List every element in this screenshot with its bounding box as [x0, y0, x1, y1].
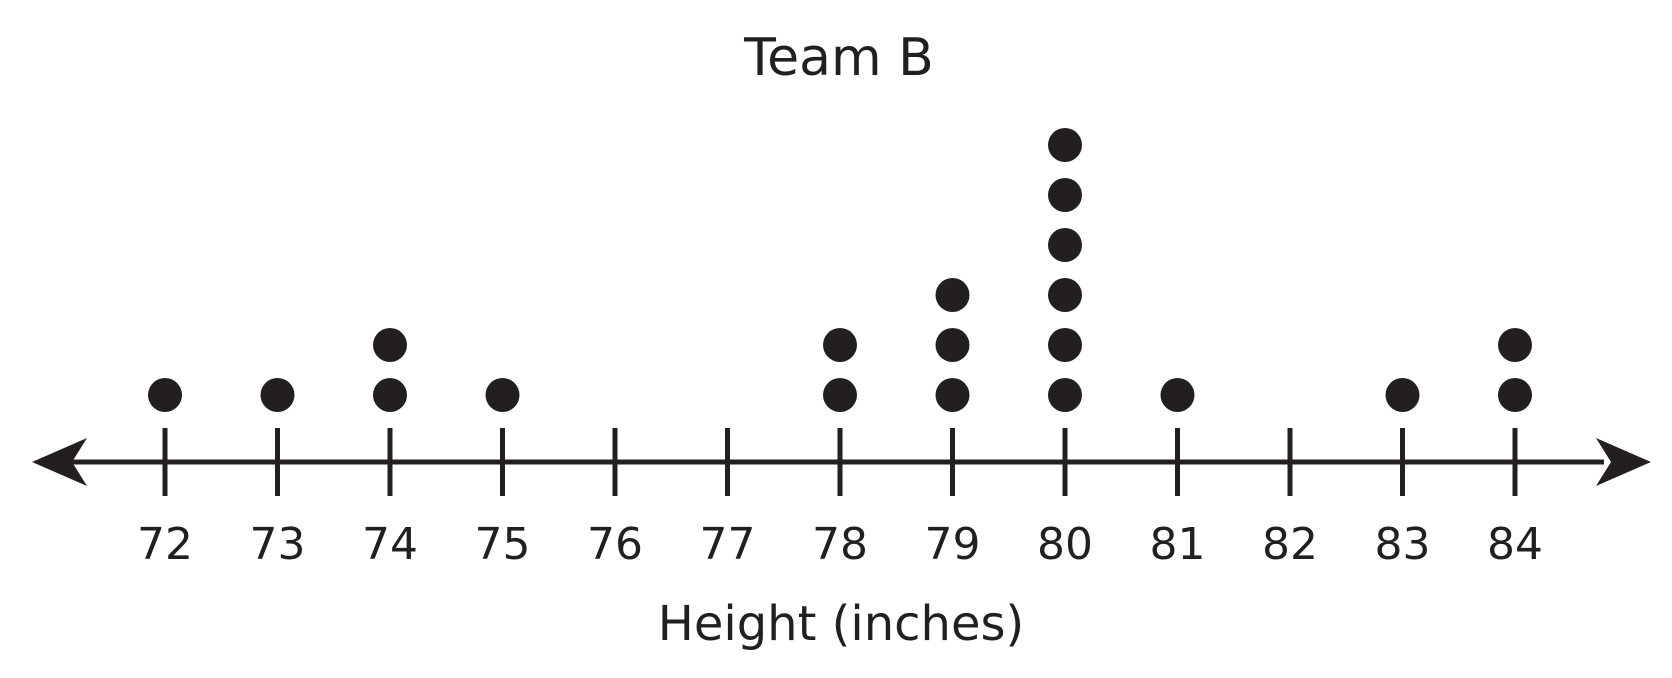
data-dot-78-1 — [823, 378, 857, 412]
data-dot-79-1 — [935, 378, 970, 412]
tick-label-81: 81 — [1150, 519, 1206, 570]
tick-label-78: 78 — [812, 519, 868, 570]
tick-label-82: 82 — [1262, 519, 1318, 570]
data-dot-80-1 — [1048, 378, 1082, 412]
tick-label-84: 84 — [1487, 519, 1543, 570]
tick-label-72: 72 — [137, 519, 193, 570]
left-arrowhead — [32, 438, 87, 486]
data-dot-80-5 — [1048, 178, 1082, 212]
data-dot-79-2 — [935, 328, 970, 362]
data-dot-84-2 — [1498, 328, 1532, 362]
x-axis — [32, 438, 1651, 486]
data-dot-73-1 — [260, 378, 295, 412]
tick-label-80: 80 — [1037, 519, 1093, 570]
tick-label-77: 77 — [700, 519, 756, 570]
x-axis-label: Height (inches) — [658, 596, 1025, 652]
data-dot-78-2 — [823, 328, 857, 362]
data-dot-84-1 — [1498, 378, 1532, 412]
data-dot-80-6 — [1048, 128, 1082, 162]
data-dots — [148, 128, 1532, 412]
data-dot-83-1 — [1385, 378, 1420, 412]
tick-label-76: 76 — [587, 519, 643, 570]
right-arrowhead — [1596, 438, 1651, 486]
tick-labels: 72 73 74 75 76 77 78 79 80 81 82 83 84 — [137, 519, 1543, 570]
tick-label-83: 83 — [1375, 519, 1431, 570]
tick-label-74: 74 — [362, 519, 418, 570]
data-dot-80-2 — [1048, 328, 1082, 362]
tick-label-75: 75 — [475, 519, 531, 570]
data-dot-80-3 — [1048, 278, 1082, 312]
chart-title: Team B — [743, 28, 934, 88]
tick-marks — [162, 428, 1518, 496]
data-dot-72-1 — [148, 378, 182, 412]
data-dot-75-1 — [485, 378, 520, 412]
data-dot-74-2 — [373, 328, 407, 362]
data-dot-80-4 — [1048, 228, 1082, 262]
data-dot-79-3 — [935, 278, 970, 312]
tick-label-73: 73 — [250, 519, 306, 570]
tick-label-79: 79 — [925, 519, 981, 570]
data-dot-74-1 — [373, 378, 407, 412]
data-dot-81-1 — [1160, 378, 1195, 412]
